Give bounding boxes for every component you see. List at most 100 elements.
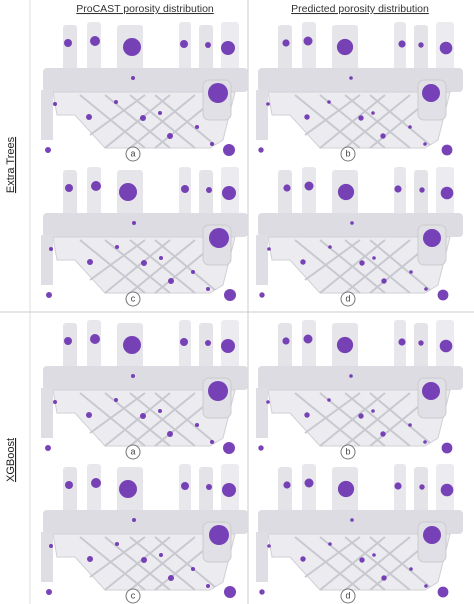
porosity-region	[303, 334, 313, 344]
porosity-region	[349, 76, 353, 80]
porosity-region	[359, 260, 365, 266]
porosity-region	[209, 525, 229, 545]
porosity-region	[423, 229, 441, 247]
porosity-region	[398, 338, 406, 346]
porosity-region	[224, 586, 236, 598]
porosity-region	[394, 482, 402, 490]
porosity-region	[437, 586, 449, 598]
porosity-region	[223, 144, 235, 156]
panel-label: d	[345, 590, 350, 600]
porosity-region	[191, 270, 195, 274]
porosity-region	[424, 584, 428, 588]
porosity-region	[337, 183, 355, 201]
porosity-region	[440, 483, 454, 497]
porosity-region	[90, 334, 100, 344]
porosity-region	[180, 40, 188, 48]
porosity-region	[86, 412, 92, 418]
porosity-region	[408, 125, 412, 129]
porosity-region	[440, 186, 454, 200]
porosity-region	[424, 287, 428, 291]
porosity-region	[409, 567, 413, 571]
porosity-region	[114, 398, 118, 402]
porosity-region	[282, 337, 290, 345]
porosity-region	[91, 478, 101, 488]
porosity-region	[300, 556, 306, 562]
porosity-region	[423, 440, 427, 444]
porosity-region	[441, 442, 453, 454]
porosity-region	[418, 42, 424, 48]
porosity-region	[422, 84, 440, 102]
casting-panel: d	[255, 166, 464, 307]
porosity-region	[158, 111, 162, 115]
porosity-region	[258, 445, 264, 451]
porosity-region	[282, 39, 290, 47]
porosity-region	[380, 431, 386, 437]
porosity-region	[418, 340, 424, 346]
panel-label: a	[130, 148, 135, 158]
porosity-region	[65, 481, 73, 489]
porosity-region	[64, 337, 72, 345]
porosity-region	[221, 339, 235, 353]
panel-label-circle	[340, 588, 356, 604]
porosity-region	[359, 557, 365, 563]
casting-panel: b	[255, 319, 464, 460]
porosity-region	[208, 381, 228, 401]
porosity-region	[267, 247, 271, 251]
porosity-region	[381, 575, 387, 581]
casting-panel: d	[255, 463, 464, 604]
porosity-region	[159, 553, 163, 557]
porosity-region	[46, 292, 52, 298]
porosity-region	[371, 111, 375, 115]
porosity-region	[350, 221, 354, 225]
porosity-region	[437, 289, 449, 301]
porosity-region	[131, 76, 135, 80]
porosity-region	[168, 575, 174, 581]
porosity-region	[53, 102, 57, 106]
porosity-region	[358, 413, 364, 419]
porosity-region	[381, 278, 387, 284]
porosity-region	[210, 440, 214, 444]
porosity-region	[439, 41, 453, 55]
porosity-region	[45, 147, 51, 153]
porosity-region	[205, 42, 211, 48]
porosity-region	[206, 584, 210, 588]
porosity-region	[441, 144, 453, 156]
porosity-region	[408, 423, 412, 427]
porosity-region	[167, 431, 173, 437]
porosity-region	[222, 483, 236, 497]
panel-label-circle	[125, 588, 141, 604]
porosity-region	[439, 339, 453, 353]
porosity-region	[119, 480, 137, 498]
porosity-region	[205, 340, 211, 346]
row-label: XGBoost	[5, 438, 17, 482]
porosity-region	[90, 36, 100, 46]
porosity-region	[328, 542, 332, 546]
porosity-region	[45, 445, 51, 451]
porosity-region	[115, 245, 119, 249]
porosity-region	[208, 83, 228, 103]
porosity-region	[300, 259, 306, 265]
porosity-region	[210, 142, 214, 146]
panel-label-circle	[340, 146, 356, 162]
porosity-region	[114, 100, 118, 104]
porosity-region	[221, 41, 235, 55]
casting-panel: c	[40, 463, 249, 604]
panel-label-circle	[340, 444, 356, 460]
porosity-region	[409, 270, 413, 274]
porosity-region	[283, 184, 291, 192]
porosity-region	[53, 400, 57, 404]
porosity-region	[336, 336, 354, 354]
porosity-region	[46, 589, 52, 595]
panel-label: c	[131, 590, 136, 600]
porosity-region	[327, 100, 331, 104]
porosity-region	[86, 114, 92, 120]
porosity-region	[87, 259, 93, 265]
porosity-region	[267, 544, 271, 548]
porosity-region	[259, 292, 265, 298]
porosity-region	[159, 256, 163, 260]
porosity-region	[49, 247, 53, 251]
porosity-region	[259, 589, 265, 595]
porosity-region	[372, 256, 376, 260]
porosity-region	[132, 221, 136, 225]
